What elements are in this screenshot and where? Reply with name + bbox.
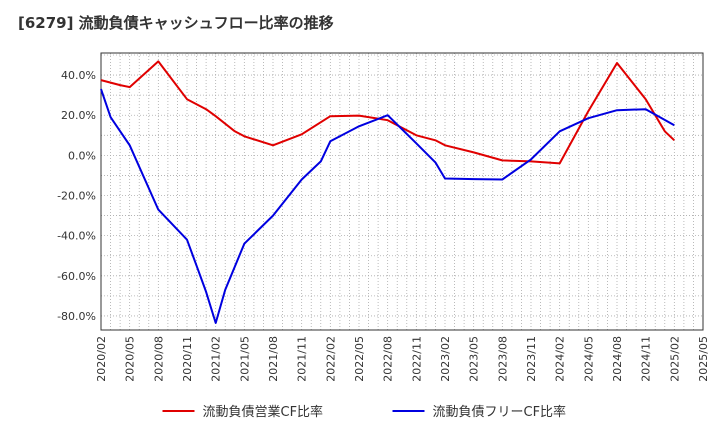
plot-frame [100, 52, 704, 331]
x-tick-label: 2022/02 [324, 336, 337, 382]
x-tick-label: 2021/05 [238, 336, 251, 382]
y-tick-label: -20.0% [57, 190, 96, 203]
x-tick-label: 2025/05 [697, 336, 710, 382]
chart-title: [6279] 流動負債キャッシュフロー比率の推移 [18, 14, 334, 32]
x-tick-label: 2021/08 [267, 336, 280, 382]
x-tick-label: 2020/08 [152, 336, 165, 382]
y-tick-label: 40.0% [61, 69, 96, 82]
x-tick-label: 2023/05 [468, 336, 481, 382]
y-tick-label: 0.0% [68, 149, 96, 162]
x-tick-label: 2023/11 [525, 336, 538, 382]
x-tick-label: 2020/02 [95, 336, 108, 382]
legend-label-2: 流動負債フリーCF比率 [433, 404, 567, 420]
x-tick-label: 2024/05 [582, 336, 595, 382]
x-tick-label: 2022/11 [410, 336, 423, 382]
x-tick-label: 2025/02 [668, 336, 681, 382]
plot-area [101, 53, 703, 330]
x-tick-label: 2024/08 [611, 336, 624, 382]
x-tick-label: 2024/11 [640, 336, 653, 382]
y-tick-label: -40.0% [57, 230, 96, 243]
x-tick-label: 2023/08 [496, 336, 509, 382]
x-tick-label: 2023/02 [439, 336, 452, 382]
y-tick-label: 20.0% [61, 109, 96, 122]
x-tick-label: 2020/11 [181, 336, 194, 382]
series-line-2 [100, 88, 675, 324]
x-tick-label: 2021/02 [210, 336, 223, 382]
x-tick-label: 2022/08 [382, 336, 395, 382]
y-tick-label: -80.0% [57, 310, 96, 323]
x-tick-label: 2021/11 [296, 336, 309, 382]
x-tick-label: 2024/02 [554, 336, 567, 382]
y-tick-label: -60.0% [57, 270, 96, 283]
x-tick-label: 2022/05 [353, 336, 366, 382]
x-tick-label: 2020/05 [124, 336, 137, 382]
legend-label-1: 流動負債営業CF比率 [203, 404, 324, 420]
